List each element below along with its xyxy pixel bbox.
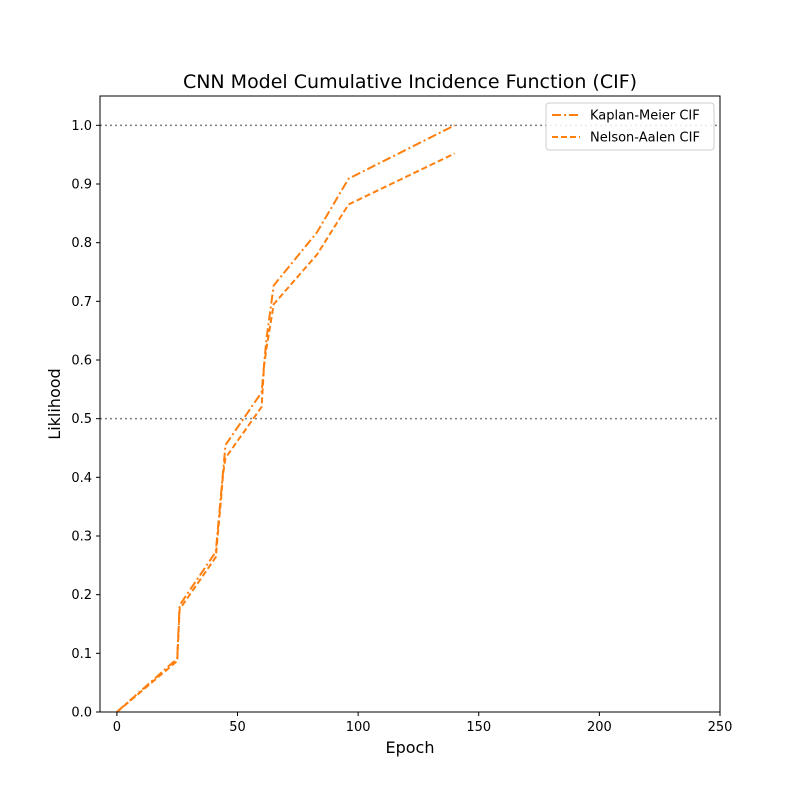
legend: Kaplan-Meier CIF Nelson-Aalen CIF [545, 102, 715, 151]
x-tick-label: 250 [708, 720, 733, 735]
series-line-1 [116, 152, 456, 713]
y-tick-label: 0.3 [71, 530, 92, 545]
y-tick-label: 0.6 [71, 354, 92, 369]
y-tick-label: 0.1 [71, 647, 92, 662]
y-tick-label: 1.0 [71, 119, 92, 134]
y-tick-label: 0.2 [71, 588, 92, 603]
chart-title: CNN Model Cumulative Incidence Function … [183, 71, 637, 93]
x-tick-label: 150 [466, 720, 491, 735]
plot-frame [99, 95, 721, 713]
x-axis-title: Epoch [386, 738, 435, 757]
legend-box [545, 102, 715, 151]
series-line-0 [116, 124, 456, 713]
y-tick-label: 0.5 [71, 412, 92, 427]
legend-label-0: Kaplan-Meier CIF [590, 109, 700, 124]
x-tick-label: 50 [229, 720, 246, 735]
x-axis: 0 50 100 150 200 250 [113, 712, 733, 735]
series-layer [116, 124, 456, 713]
x-tick-label: 0 [113, 720, 121, 735]
y-tick-label: 0.9 [71, 178, 92, 193]
y-tick-label: 0.7 [71, 295, 92, 310]
y-tick-label: 0.8 [71, 236, 92, 251]
legend-label-1: Nelson-Aalen CIF [590, 131, 700, 146]
x-tick-label: 100 [346, 720, 371, 735]
x-tick-label: 200 [587, 720, 612, 735]
y-axis: 0.0 0.1 0.2 0.3 0.4 0.5 0.6 0.7 0.8 0.9 1.0 [71, 119, 100, 721]
y-tick-label: 0.4 [71, 471, 92, 486]
y-tick-label: 0.0 [71, 706, 92, 721]
y-axis-title: Liklihood [45, 368, 64, 439]
